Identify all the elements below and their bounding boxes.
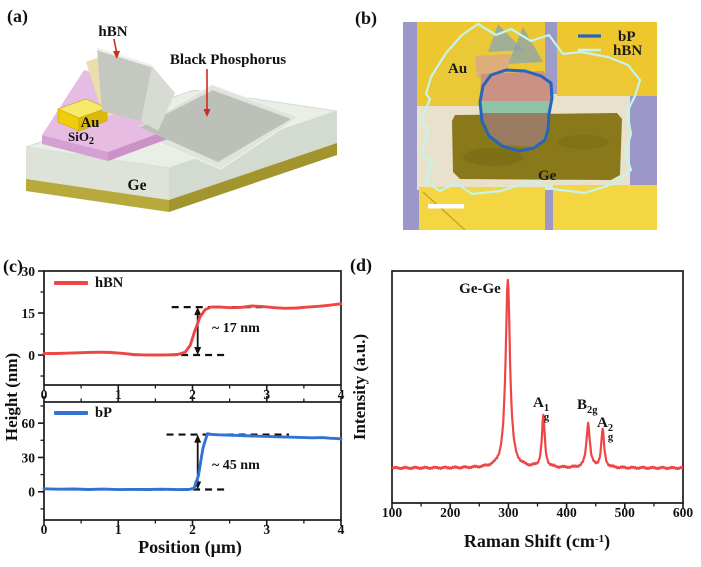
- sio2-label: SiO2: [68, 129, 94, 147]
- svg-text:300: 300: [498, 505, 519, 520]
- svg-text:0: 0: [41, 522, 48, 537]
- scale-bar: [428, 204, 464, 209]
- svg-text:1: 1: [115, 522, 122, 537]
- svg-text:60: 60: [22, 416, 36, 431]
- debris-flake: [488, 24, 523, 52]
- micrograph-image: Au Ge bP hBN: [403, 22, 657, 231]
- debris-flake: [508, 27, 543, 64]
- bp-profile-legend-label: bP: [95, 404, 112, 421]
- hbn-arrow: [113, 38, 118, 53]
- hbn-step-annotation: ~ 17 nm: [212, 321, 260, 336]
- svg-text:100: 100: [382, 505, 403, 520]
- au-right-face: [78, 107, 108, 132]
- panel-a-schematic: hBN Black Phosphorus Au SiO2 Ge: [0, 0, 350, 248]
- pad-crack: [422, 191, 466, 231]
- ge-label: Ge: [128, 177, 147, 194]
- svg-text:0: 0: [41, 387, 48, 402]
- svg-text:0: 0: [28, 348, 35, 363]
- au-pad-bottom-right: [553, 185, 657, 230]
- substrate-front-face: [26, 147, 169, 200]
- au-pad-top-right: [557, 22, 657, 96]
- bp-region-teal-band: [480, 101, 551, 114]
- svg-text:30: 30: [22, 264, 36, 279]
- intensity-axis-title: Intensity (a.u.): [350, 333, 369, 441]
- bp-profile-legend-line: [54, 411, 88, 415]
- b2g-peak-label: B2g: [577, 397, 598, 416]
- bp-fold: [141, 66, 175, 131]
- hbn-outline: [418, 22, 642, 196]
- panel-c-label: (c): [3, 256, 23, 276]
- svg-text:500: 500: [615, 505, 636, 520]
- bp-step-annotation: ~ 45 nm: [212, 458, 260, 473]
- svg-text:2: 2: [189, 387, 196, 402]
- svg-text:30: 30: [22, 450, 36, 465]
- svg-text:4: 4: [338, 522, 345, 537]
- ge-flake-shade: [463, 148, 523, 166]
- svg-text:15: 15: [22, 306, 36, 321]
- hbn-profile-legend-line: [54, 281, 88, 285]
- bp-legend-label: bP: [618, 29, 636, 45]
- svg-text:200: 200: [440, 505, 461, 520]
- ge-flake-shade: [557, 135, 609, 149]
- panel-b-micrograph: Au Ge bP hBN: [403, 22, 657, 231]
- bp-upper-edge-highlight: [96, 47, 153, 68]
- substrate-bottom-right: [169, 143, 337, 212]
- svg-text:0: 0: [28, 485, 35, 500]
- substrate-right-face: [169, 111, 337, 200]
- svg-text:4: 4: [338, 387, 345, 402]
- bp-region-pink: [480, 71, 551, 104]
- bp-outline: [478, 68, 554, 153]
- raman-shift-axis-title: Raman Shift (cm-1): [463, 531, 611, 551]
- bp-profile-legend: bP: [54, 404, 112, 422]
- hbn-profile-legend: hBN: [54, 274, 123, 292]
- position-axis-title: Position (μm): [138, 537, 242, 557]
- svg-text:600: 600: [673, 505, 694, 520]
- gege-peak-label: Ge-Ge: [459, 281, 501, 297]
- black-phosphorus-label: Black Phosphorus: [170, 52, 286, 68]
- ge-region-label: Ge: [538, 168, 557, 184]
- hbn-legend-label: hBN: [613, 43, 642, 59]
- substrate-bottom-front: [26, 179, 169, 212]
- height-axis-title: Height (nm): [2, 352, 21, 442]
- hbn-profile-legend-label: hBN: [95, 274, 124, 291]
- panel-d-label: (d): [350, 255, 372, 275]
- svg-text:3: 3: [263, 522, 270, 537]
- panel-b-label: (b): [355, 8, 377, 28]
- bp-region-brown: [480, 113, 549, 147]
- hbn-arrowhead: [113, 51, 120, 59]
- bp-upper-sheet: [97, 49, 152, 121]
- svg-text:3: 3: [263, 387, 270, 402]
- panel-c-height-profiles: 0 15 30 0 1 2 3 4 0 30 60 0 1 2 3 4 hBN bP ~ 17 nm ~ 45…: [0, 250, 350, 562]
- sio2-front-face: [42, 135, 108, 161]
- au-label: Au: [81, 115, 100, 131]
- au-region-label: Au: [448, 61, 467, 77]
- svg-text:2: 2: [189, 522, 196, 537]
- bp-arrowhead: [203, 109, 211, 117]
- device-schematic-drawing: hBN Black Phosphorus Au SiO2 Ge: [25, 24, 338, 212]
- raman-plot: 100 200 300 400 500 600: [382, 270, 694, 520]
- panel-a-label: (a): [7, 6, 28, 26]
- sio2-right-face: [108, 128, 173, 161]
- svg-text:1: 1: [115, 387, 122, 402]
- hbn-label: hBN: [98, 24, 127, 40]
- svg-text:400: 400: [556, 505, 577, 520]
- height-profile-plots: 0 15 30 0 1 2 3 4 0 30 60 0 1 2 3 4: [22, 264, 345, 537]
